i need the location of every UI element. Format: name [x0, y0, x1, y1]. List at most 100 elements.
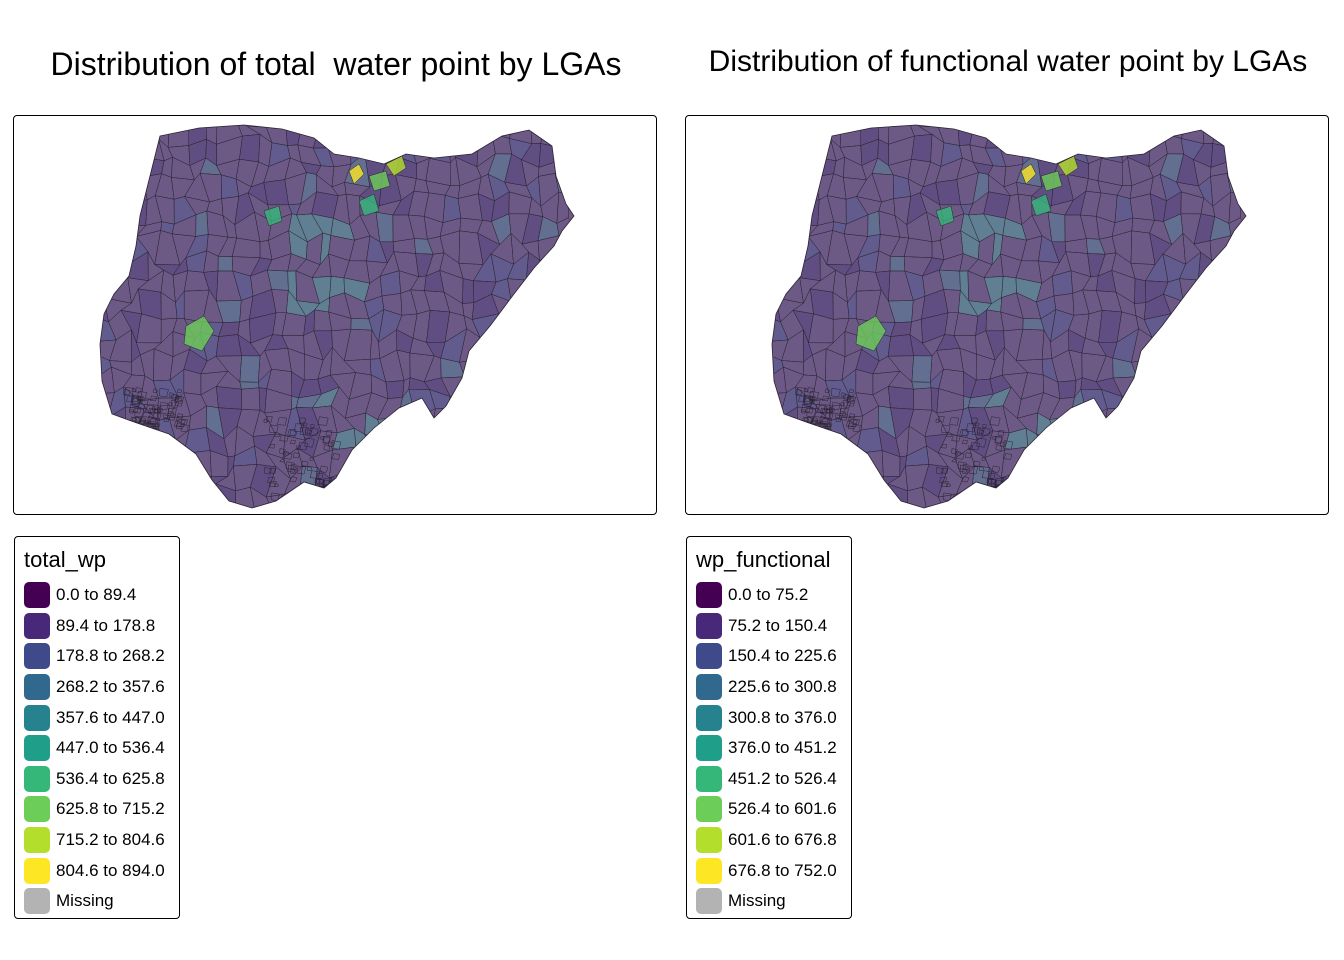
lga-polygon [822, 431, 831, 440]
lga-polygon [1176, 412, 1204, 435]
lga-polygon [1012, 492, 1023, 501]
lga-polygon [137, 391, 147, 401]
lga-polygon [818, 466, 836, 500]
lga-polygon [1164, 358, 1186, 378]
legend-item: 0.0 to 89.4 [24, 580, 165, 611]
lga-polygon [977, 427, 985, 434]
legend-item: 451.2 to 526.4 [696, 764, 837, 795]
lga-polygon [989, 416, 1001, 426]
map-frame[interactable] [13, 115, 657, 515]
lga-polygon [834, 414, 841, 420]
lga-polygon [1224, 432, 1246, 449]
lga-polygon [799, 427, 807, 434]
lga-polygon [1036, 434, 1060, 461]
lga-polygon [1010, 480, 1020, 490]
lga-polygon-highlight [183, 315, 215, 352]
lga-polygon [1146, 358, 1169, 381]
lga-polygon [263, 418, 268, 423]
lga-polygon [1114, 448, 1138, 480]
lga-polygon [175, 422, 184, 430]
lga-polygon [1001, 481, 1012, 490]
lga-polygon-highlight [1030, 193, 1052, 217]
legend-item: 300.8 to 376.0 [696, 702, 837, 733]
lga-polygon [441, 473, 467, 499]
lga-polygon [511, 311, 531, 339]
lga-polygon [351, 446, 373, 471]
lga-polygon [772, 232, 786, 265]
lga-polygon [788, 428, 795, 434]
lga-polygon [804, 438, 813, 446]
lga-polygon [935, 179, 961, 206]
legend-title: wp_functional [696, 547, 831, 572]
lga-polygon [350, 318, 373, 331]
legend-item: 75.2 to 150.4 [696, 611, 837, 642]
lga-polygon [1006, 484, 1014, 491]
lga-polygon [119, 422, 126, 428]
lga-polygon [1167, 386, 1186, 418]
lga-polygon [100, 412, 114, 436]
lga-polygon [274, 431, 281, 438]
lga-polygon [340, 487, 350, 495]
legend-swatch [24, 674, 50, 701]
lga-polygon [1159, 445, 1188, 479]
lga-polygon [808, 426, 834, 458]
lga-polygon [146, 488, 164, 508]
lga-polygon [1228, 288, 1246, 323]
lga-polygon [794, 422, 802, 430]
lga-polygon [321, 495, 327, 500]
lga-polygon [775, 277, 804, 304]
lga-polygon [167, 125, 190, 148]
lga-polygon [503, 428, 532, 448]
lga-polygon [992, 488, 1001, 497]
lga-polygon [788, 434, 794, 439]
lga-polygon [313, 495, 324, 504]
legend-items: 0.0 to 75.2 75.2 to 150.4 150.4 to 225.6… [696, 580, 837, 917]
lga-polygon [327, 125, 351, 149]
lga-polygon [1150, 125, 1165, 134]
lga-polygon [784, 262, 801, 281]
lga-polygon [217, 256, 234, 272]
lga-polygon [776, 125, 804, 148]
lga-polygon [380, 132, 400, 161]
lga-polygon [1225, 353, 1246, 376]
lga-polygon [552, 388, 574, 408]
lga-polygon [1229, 475, 1245, 496]
lga-polygon [966, 423, 977, 433]
lga-polygon [474, 358, 497, 381]
lga-polygon [801, 408, 806, 414]
lga-polygon [819, 430, 829, 440]
lga-polygon [475, 369, 497, 397]
lga-polygon [426, 453, 448, 480]
lga-polygon [283, 452, 293, 460]
legend-item-missing: Missing [24, 886, 165, 917]
legend-swatch [24, 612, 50, 639]
lga-polygon [314, 486, 325, 497]
legend-label: 178.8 to 268.2 [56, 646, 165, 666]
legend-swatch [696, 765, 722, 792]
lga-polygon [828, 487, 845, 508]
lga-polygon [1007, 478, 1016, 487]
map-frame[interactable] [685, 115, 1329, 515]
lga-polygon [342, 488, 348, 495]
legend-swatch [24, 735, 50, 762]
lga-polygon [134, 424, 142, 429]
lga-polygon [305, 427, 313, 434]
lga-polygon [478, 444, 492, 479]
lga-polygon [150, 431, 159, 440]
lga-polygon-highlight [855, 315, 887, 352]
lga-polygon [848, 388, 855, 393]
legend-items: 0.0 to 89.4 89.4 to 178.8 178.8 to 268.2… [24, 580, 165, 917]
lga-polygon [314, 485, 329, 508]
lga-polygon [560, 368, 574, 398]
legend-label: 447.0 to 536.4 [56, 738, 165, 758]
lga-polygon [535, 433, 560, 448]
lga-polygon [858, 487, 883, 508]
lga-polygon [411, 408, 436, 435]
lga-polygon [279, 434, 289, 442]
lga-polygon [1192, 490, 1216, 508]
lga-polygon [215, 334, 242, 357]
lga-polygon [995, 444, 1003, 451]
lga-polygon [839, 464, 864, 492]
legend-item: 447.0 to 536.4 [24, 733, 165, 764]
lga-polygon [1183, 311, 1203, 339]
